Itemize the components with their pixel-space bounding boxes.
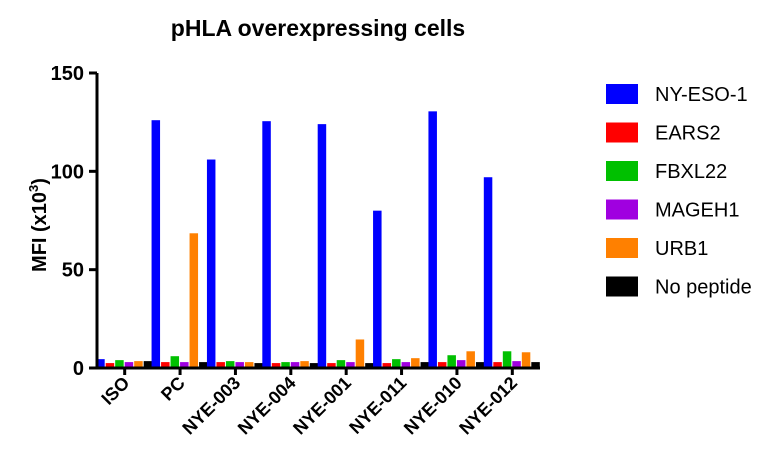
bars-layer — [96, 111, 540, 369]
bar-nye-003-mageh1 — [235, 362, 244, 368]
bar-nye-004-fbxl22 — [281, 362, 290, 368]
bar-nye-010-mageh1 — [456, 360, 466, 368]
bar-iso-urb1 — [134, 361, 143, 368]
bar-pc-ny-eso-1 — [151, 120, 161, 368]
y-axis-label-close: ) — [29, 178, 51, 185]
bar-pc-ears2 — [161, 362, 170, 368]
y-tick-label: 0 — [73, 358, 84, 380]
bar-nye-004-no-peptide — [309, 363, 319, 368]
x-tick-label-nye-003: NYE-003 — [178, 373, 244, 439]
legend-label: URB1 — [655, 238, 708, 260]
chart-title: pHLA overexpressing cells — [171, 15, 465, 41]
legend: NY-ESO-1 EARS2 FBXL22 MAGEH1 URB1 No peptide — [606, 84, 752, 299]
bar-iso-no-peptide — [143, 361, 153, 368]
bar-nye-003-urb1 — [244, 362, 254, 368]
legend-label: FBXL22 — [655, 161, 727, 183]
x-tick-label-nye-001: NYE-001 — [289, 373, 355, 439]
x-tick-label-pc: PC — [157, 373, 189, 405]
bar-iso-mageh1 — [124, 362, 134, 368]
x-labels-layer: ISO PCNYE-003NYE-004NYE-001NYE-011NYE-010… — [97, 368, 521, 438]
bar-pc-mageh1 — [180, 362, 189, 368]
legend-label: No peptide — [655, 277, 752, 299]
bar-nye-010-no-peptide — [475, 362, 485, 368]
bar-nye-003-ny-eso-1 — [206, 159, 216, 368]
bar-nye-011-no-peptide — [420, 362, 430, 368]
bar-nye-003-ears2 — [216, 362, 225, 368]
bar-nye-004-ears2 — [271, 363, 281, 368]
bar-nye-004-ny-eso-1 — [262, 121, 271, 369]
x-tick-label-nye-011: NYE-011 — [345, 373, 410, 438]
legend-swatch-mageh1 — [606, 199, 638, 220]
bar-nye-011-ears2 — [382, 363, 392, 368]
y-axis-label: MFI (x103) — [26, 178, 51, 272]
legend-label: EARS2 — [655, 123, 721, 145]
legend-label: NY-ESO-1 — [655, 84, 748, 106]
bar-nye-001-no-peptide — [365, 363, 374, 368]
x-tick-label-nye-012: NYE-012 — [455, 373, 521, 439]
legend-swatch-ny-eso-1 — [606, 84, 638, 104]
legend-label: MAGEH1 — [655, 200, 739, 222]
y-tick-label: 50 — [62, 260, 84, 282]
bar-nye-010-ny-eso-1 — [428, 111, 437, 368]
bar-nye-012-no-peptide — [531, 362, 540, 368]
bar-iso-ears2 — [105, 363, 115, 368]
bar-nye-001-mageh1 — [346, 362, 355, 368]
y-tick-label: 150 — [51, 63, 84, 85]
bar-nye-012-urb1 — [521, 352, 531, 368]
bar-pc-fbxl22 — [170, 356, 180, 368]
bar-nye-012-ny-eso-1 — [483, 177, 493, 368]
bar-iso-fbxl22 — [115, 360, 124, 368]
legend-swatch-urb1 — [606, 238, 638, 258]
legend-swatch-fbxl22 — [606, 161, 638, 181]
bar-nye-011-mageh1 — [401, 362, 411, 368]
x-tick-label-iso: ISO — [97, 373, 133, 409]
bar-nye-003-fbxl22 — [225, 361, 235, 368]
bar-nye-004-mageh1 — [290, 362, 300, 368]
bar-nye-001-fbxl22 — [336, 360, 346, 368]
bar-nye-003-no-peptide — [254, 363, 263, 368]
bar-nye-011-ny-eso-1 — [373, 210, 382, 368]
bar-nye-012-fbxl22 — [502, 351, 512, 368]
bar-nye-001-ny-eso-1 — [317, 124, 327, 368]
bar-nye-010-urb1 — [466, 351, 475, 368]
bar-nye-011-urb1 — [411, 358, 420, 368]
legend-swatch-no-peptide — [606, 276, 638, 297]
legend-swatch-ears2 — [606, 122, 638, 143]
bar-nye-010-ears2 — [437, 362, 447, 368]
bar-iso-ny-eso-1 — [96, 359, 105, 368]
bar-nye-001-urb1 — [355, 339, 365, 368]
y-axis-label-sup: 3 — [26, 185, 41, 192]
x-tick-label-nye-004: NYE-004 — [234, 373, 300, 439]
bar-nye-004-urb1 — [300, 361, 309, 368]
bar-nye-010-fbxl22 — [447, 355, 456, 368]
bar-nye-011-fbxl22 — [392, 359, 401, 368]
bar-nye-012-mageh1 — [512, 361, 521, 368]
bar-pc-urb1 — [189, 233, 199, 368]
x-tick-label-nye-010: NYE-010 — [400, 373, 466, 439]
y-axis-label-main: MFI (x10 — [29, 192, 51, 272]
bar-pc-no-peptide — [199, 362, 208, 368]
y-ticks-layer: 0 50 100 150 — [51, 63, 97, 380]
bar-nye-001-ears2 — [327, 363, 336, 368]
bar-nye-012-ears2 — [493, 362, 502, 368]
y-tick-label: 100 — [51, 161, 84, 183]
